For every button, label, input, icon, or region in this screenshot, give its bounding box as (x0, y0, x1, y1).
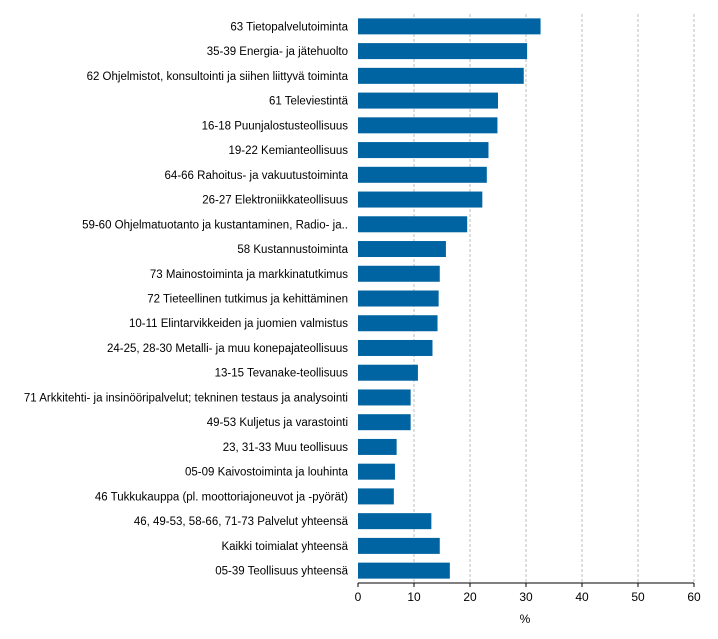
bar (358, 241, 446, 258)
bar (358, 166, 487, 183)
bar (358, 562, 450, 579)
x-tick-label: 40 (575, 590, 589, 604)
bar (358, 438, 397, 455)
category-label: 05-09 Kaivostoiminta ja louhinta (185, 467, 349, 479)
category-label: 19-22 Kemianteollisuus (228, 145, 348, 157)
x-axis: 0 10 20 30 40 50 60 (355, 582, 701, 604)
x-tick-label: 20 (463, 590, 477, 604)
category-label: 46 Tukkukauppa (pl. moottoriajoneuvot ja… (95, 491, 348, 503)
x-tick-label: 60 (687, 590, 701, 604)
category-label: 23, 31-33 Muu teollisuus (223, 442, 349, 454)
category-label: 16-18 Puunjalostusteollisuus (202, 120, 349, 132)
bar (358, 315, 438, 332)
bar (358, 513, 432, 530)
bar (358, 117, 498, 134)
category-label: 49-53 Kuljetus ja varastointi (207, 417, 348, 429)
category-label: 63 Tietopalvelutoiminta (230, 21, 348, 33)
bar (358, 67, 524, 84)
x-tick-label: 30 (519, 590, 533, 604)
bar (358, 142, 489, 159)
bar (358, 364, 418, 381)
bar (358, 488, 394, 505)
bar (358, 216, 468, 233)
category-label: 64-66 Rahoitus- ja vakuutustoiminta (165, 170, 349, 182)
category-label: 58 Kustannustoiminta (237, 244, 348, 256)
x-tick-label: 50 (631, 590, 645, 604)
bar (358, 92, 498, 109)
category-label: 26-27 Elektroniikkateollisuus (202, 195, 348, 207)
bar (358, 463, 395, 480)
category-label: 59-60 Ohjelmatuotanto ja kustantaminen, … (82, 219, 348, 231)
bar (358, 537, 440, 554)
category-label: 10-11 Elintarvikkeiden ja juomien valmis… (129, 318, 348, 330)
category-label: 61 Televiestintä (269, 96, 349, 108)
bar (358, 43, 528, 60)
category-label: 62 Ohjelmistot, konsultointi ja siihen l… (87, 71, 349, 83)
bar (358, 414, 411, 431)
x-tick-label: 0 (355, 590, 362, 604)
category-label: Kaikki toimialat yhteensä (221, 541, 348, 553)
category-label: 35-39 Energia- ja jätehuolto (207, 46, 348, 58)
category-label: 71 Arkkitehti- ja insinööripalvelut; tek… (24, 392, 348, 404)
category-label: 13-15 Tevanake-teollisuus (215, 368, 349, 380)
category-label: 46, 49-53, 58-66, 71-73 Palvelut yhteens… (134, 516, 349, 528)
bar (358, 290, 439, 307)
category-label: 73 Mainostoiminta ja markkinatutkimus (150, 269, 348, 281)
bar (358, 191, 483, 208)
bar (358, 389, 411, 406)
category-label: 72 Tieteellinen tutkimus ja kehittäminen (147, 294, 348, 306)
category-labels: 63 Tietopalvelutoiminta 35-39 Energia- ja… (24, 21, 349, 577)
x-tick-label: 10 (407, 590, 421, 604)
category-label: 05-39 Teollisuus yhteensä (215, 566, 348, 578)
x-axis-title: % (520, 612, 531, 626)
bars (358, 18, 541, 579)
bar (358, 18, 541, 35)
bar (358, 339, 433, 356)
bar (358, 265, 440, 282)
category-label: 24-25, 28-30 Metalli- ja muu konepajateo… (107, 343, 348, 355)
